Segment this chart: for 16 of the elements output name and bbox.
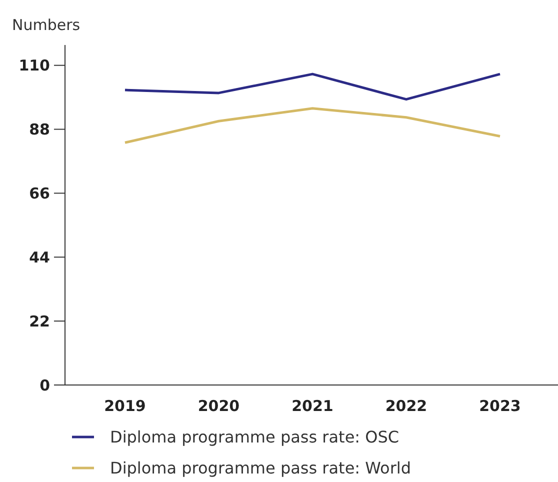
y-tick-label: 66 xyxy=(29,184,50,202)
x-tick-label: 2020 xyxy=(198,397,240,415)
x-tick-label: 2021 xyxy=(292,397,334,415)
x-tick-label: 2022 xyxy=(385,397,428,415)
x-tick-label: 2019 xyxy=(104,397,146,415)
y-tick-label: 22 xyxy=(29,312,50,330)
y-tick-label: 110 xyxy=(18,56,50,75)
legend-label: Diploma programme pass rate: OSC xyxy=(110,428,400,447)
x-tick-label: 2023 xyxy=(479,397,521,415)
line-series xyxy=(124,107,502,144)
y-axis-title: Numbers xyxy=(12,16,80,34)
y-tick-label: 44 xyxy=(29,248,50,266)
y-tick-label: 88 xyxy=(29,120,50,139)
y-tick-label: 0 xyxy=(40,376,50,394)
legend-label: Diploma programme pass rate: World xyxy=(110,458,411,478)
line-series xyxy=(124,72,502,101)
